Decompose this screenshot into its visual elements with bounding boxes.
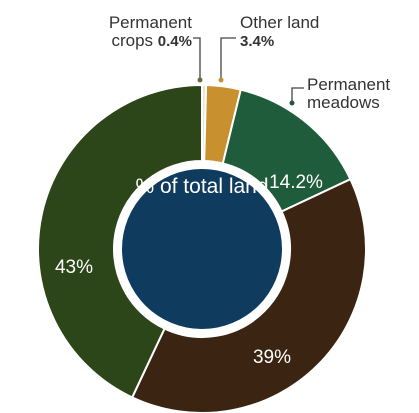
category-label: Forest area (12, 214, 33, 312)
category-label: Permanent meadows (307, 75, 391, 112)
slice (130, 177, 367, 413)
leader-line (193, 37, 201, 80)
leader-line (220, 37, 236, 80)
center-label: % of total land (135, 175, 269, 198)
slice (37, 83, 203, 399)
value-label: 0.4% (157, 33, 192, 50)
center-circle (122, 169, 282, 329)
value-label: 43% (54, 257, 94, 278)
leader-dot (197, 77, 203, 83)
leaders (193, 37, 304, 103)
slice-label: Permanent crops 0.4% (70, 14, 192, 51)
slices (37, 83, 367, 413)
leader-line (291, 87, 304, 103)
slice-label: Permanent meadows (307, 76, 407, 112)
value-label: 14.2% (269, 172, 323, 193)
leader-dot (289, 100, 295, 106)
leader-dot (218, 77, 224, 83)
value-label: 3.4% (240, 33, 275, 50)
slice-label: Other land 3.4% (240, 14, 322, 51)
value-label: 39% (252, 347, 292, 368)
category-label: Permanent crops (108, 13, 192, 50)
category-label: Other land (240, 13, 320, 32)
